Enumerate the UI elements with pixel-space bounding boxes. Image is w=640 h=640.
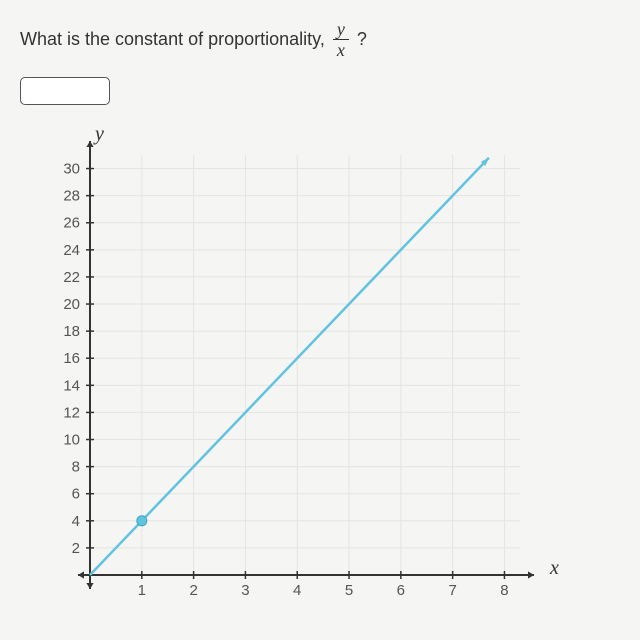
svg-text:14: 14	[63, 377, 80, 394]
svg-text:8: 8	[500, 582, 508, 599]
question-suffix: ?	[357, 29, 367, 50]
svg-text:20: 20	[63, 296, 80, 313]
fraction-numerator: y	[333, 20, 349, 40]
svg-text:6: 6	[397, 582, 405, 599]
chart-container: y x 1234567824681012141618202224262830	[20, 125, 620, 610]
proportionality-chart: 1234567824681012141618202224262830	[20, 125, 540, 605]
svg-text:6: 6	[72, 486, 80, 503]
fraction-denominator: x	[333, 40, 349, 59]
svg-text:1: 1	[138, 582, 146, 599]
svg-text:26: 26	[63, 215, 80, 232]
svg-text:3: 3	[241, 582, 249, 599]
svg-text:22: 22	[63, 269, 80, 286]
svg-text:5: 5	[345, 582, 353, 599]
svg-text:2: 2	[72, 540, 80, 557]
svg-text:18: 18	[63, 323, 80, 340]
svg-text:10: 10	[63, 432, 80, 449]
y-axis-label: y	[95, 123, 104, 146]
question-text: What is the constant of proportionality,…	[20, 20, 620, 59]
question-prefix: What is the constant of proportionality,	[20, 29, 325, 50]
svg-text:8: 8	[72, 459, 80, 476]
svg-text:12: 12	[63, 404, 80, 421]
svg-text:7: 7	[448, 582, 456, 599]
fraction-y-over-x: y x	[333, 20, 349, 59]
svg-text:2: 2	[189, 582, 197, 599]
svg-text:4: 4	[72, 513, 80, 530]
svg-text:24: 24	[63, 242, 80, 259]
svg-text:30: 30	[63, 161, 80, 178]
x-axis-label: x	[550, 557, 559, 580]
svg-text:16: 16	[63, 350, 80, 367]
answer-input[interactable]	[20, 77, 110, 105]
svg-text:4: 4	[293, 582, 301, 599]
svg-text:28: 28	[63, 188, 80, 205]
